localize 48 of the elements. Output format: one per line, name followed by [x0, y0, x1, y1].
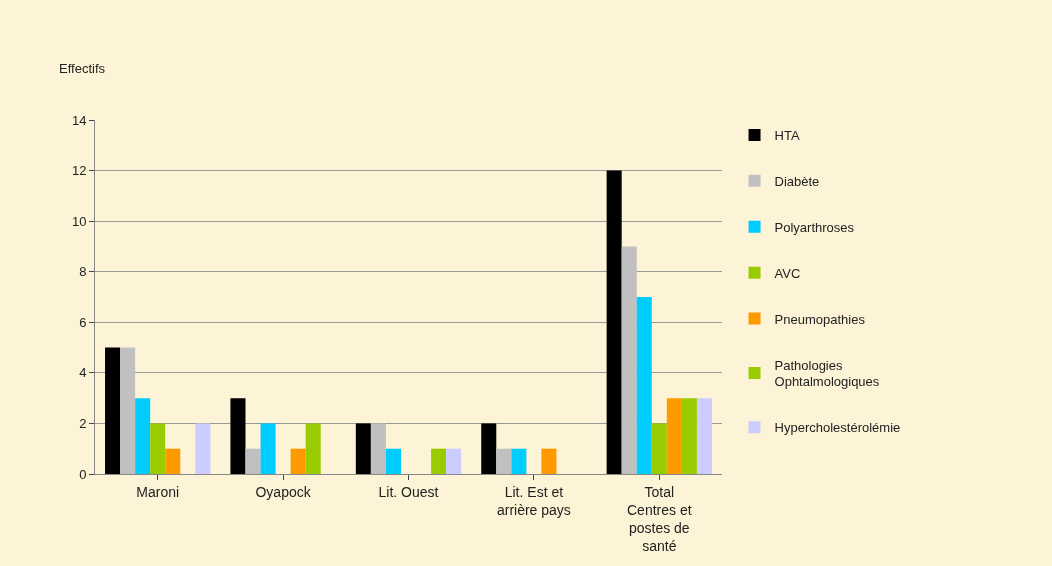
bar — [621, 246, 637, 474]
bar — [165, 448, 181, 474]
bar — [385, 448, 401, 474]
legend-label: HTA — [774, 128, 800, 144]
bar — [431, 448, 447, 474]
y-tick-label: 14 — [71, 112, 87, 128]
legend-label: AVC — [774, 265, 801, 281]
bar — [541, 448, 557, 474]
y-tick-label: 2 — [79, 415, 87, 431]
bar — [245, 448, 261, 474]
bar — [135, 398, 151, 474]
bar — [446, 448, 462, 474]
x-tick-label: Lit. Est et arrière pays — [496, 483, 571, 518]
bar — [290, 448, 306, 474]
bar — [681, 398, 697, 474]
bar — [651, 423, 667, 474]
x-tick-label: Oyapock — [255, 483, 312, 500]
y-tick-label: 0 — [79, 466, 87, 482]
bar — [481, 423, 497, 474]
bar — [636, 297, 652, 474]
x-tick-label: Lit. Ouest — [378, 483, 439, 500]
bar — [355, 423, 371, 474]
bar — [496, 448, 512, 474]
bar — [230, 398, 246, 474]
bar — [195, 423, 211, 474]
bar — [120, 347, 136, 474]
bar — [105, 347, 121, 474]
bar — [511, 448, 527, 474]
y-tick-label: 4 — [79, 365, 87, 381]
bar — [606, 170, 622, 474]
y-axis-title: Effectifs — [59, 61, 106, 76]
legend-label: Hypercholestérolémie — [774, 420, 901, 436]
x-tick-label: Maroni — [136, 483, 180, 500]
y-tick-label: 12 — [71, 163, 87, 179]
legend-label: Pathologies Ophtalmologiques — [774, 357, 880, 390]
y-tick-label: 6 — [79, 314, 87, 330]
legend-label: Polyarthroses — [774, 219, 855, 235]
bar — [150, 423, 166, 474]
bar — [305, 423, 321, 474]
legend-label: Diabète — [774, 173, 820, 189]
x-tick-label: Total Centres et postes de santé — [627, 483, 692, 555]
bar — [370, 423, 386, 474]
bar — [696, 398, 712, 474]
bar — [666, 398, 682, 474]
y-tick-label: 8 — [79, 264, 87, 280]
legend-label: Pneumopathies — [774, 311, 866, 327]
y-tick-label: 10 — [71, 213, 87, 229]
bar — [260, 423, 276, 474]
